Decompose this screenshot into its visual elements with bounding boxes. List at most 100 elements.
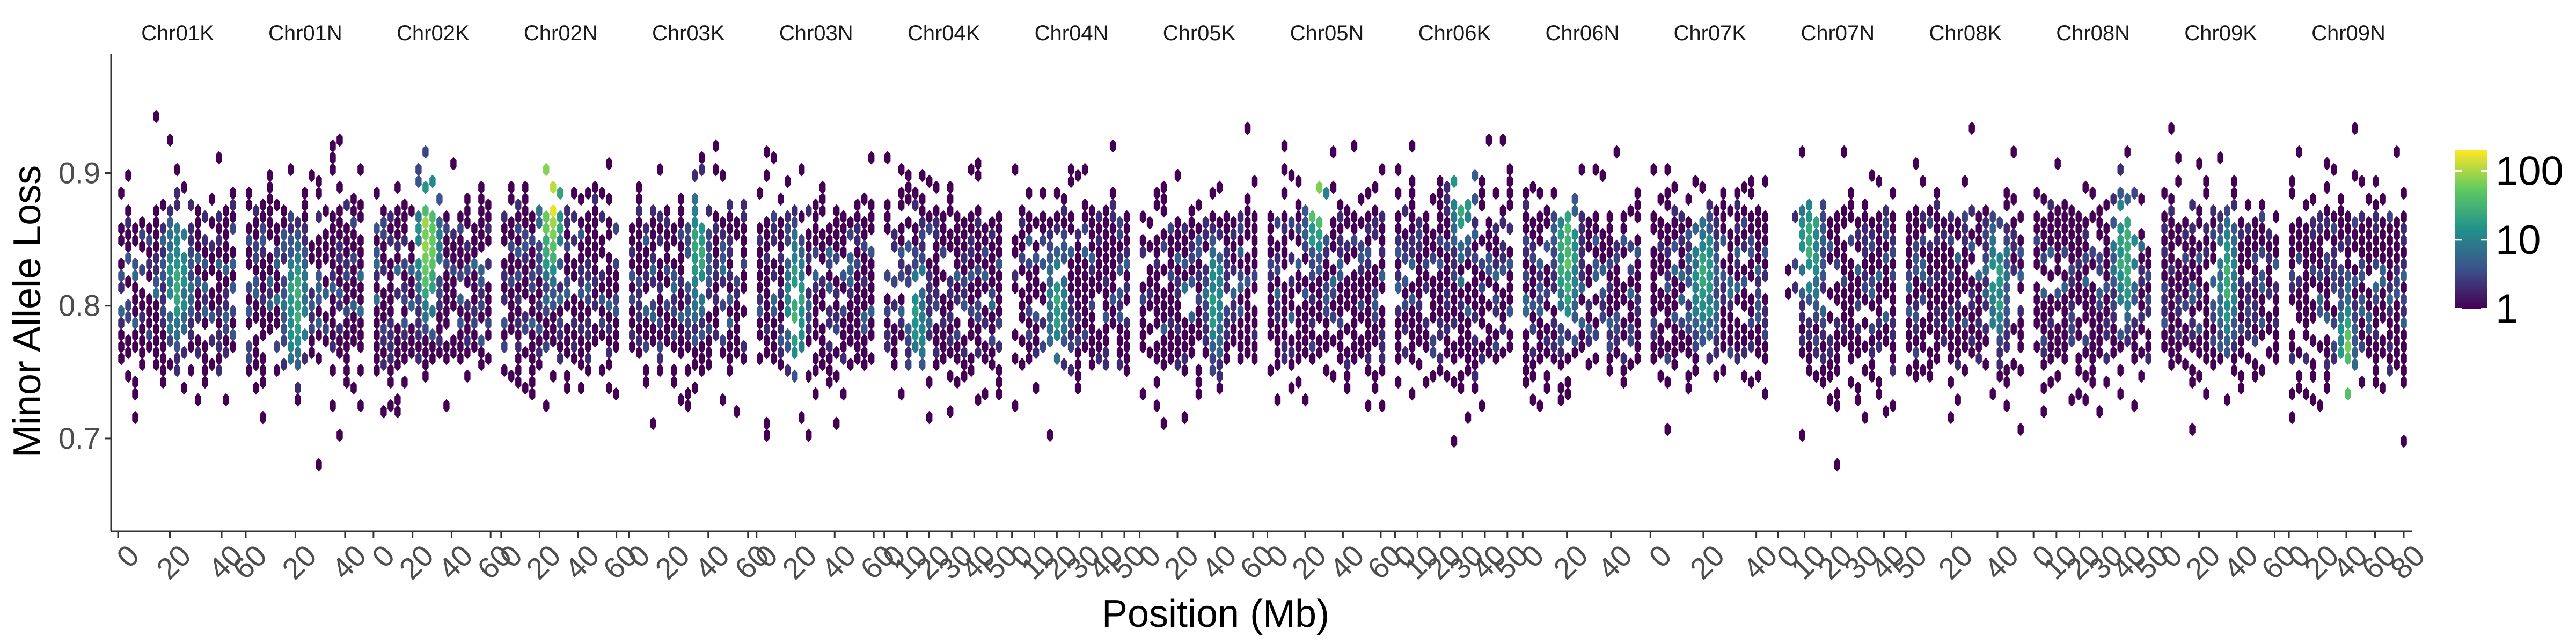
hex-cell [2331, 233, 2337, 247]
hex-cell [1281, 292, 1288, 306]
hex-cell [727, 363, 733, 377]
hex-cell [160, 292, 166, 306]
hex-cell [1188, 204, 1195, 218]
hex-cell [1869, 334, 1875, 348]
hex-cell [1088, 263, 1095, 277]
hex-cell [1167, 340, 1174, 354]
hex-cell [1876, 328, 1882, 342]
hex-cell [599, 328, 605, 342]
hex-cell [309, 346, 315, 360]
hex-cell [1237, 222, 1244, 236]
hex-cell [1748, 340, 1754, 354]
hex-cell [785, 304, 791, 318]
hex-cell [2310, 216, 2316, 230]
hex-cell [330, 210, 336, 224]
hex-cell [1026, 233, 1033, 247]
hex-cell [1571, 346, 1578, 360]
hex-cell [2131, 352, 2138, 365]
hex-cell [678, 346, 684, 360]
hex-cell [1671, 357, 1678, 371]
hex-cell [1465, 363, 1472, 377]
hex-cell [1827, 393, 1833, 407]
hex-cell [706, 263, 712, 277]
hex-cell [2359, 304, 2365, 318]
hex-cell [209, 251, 215, 265]
hex-cell [706, 334, 712, 348]
hex-cell [2003, 245, 2010, 259]
hex-cell [1123, 245, 1130, 259]
hex-cell [350, 310, 357, 324]
hex-cell [599, 233, 605, 247]
hex-cell [1913, 287, 1919, 301]
hex-cell [629, 316, 635, 330]
hex-cell [1139, 281, 1146, 295]
hex-cell [1664, 245, 1671, 259]
hex-cell [578, 251, 584, 265]
hex-cell [2033, 292, 2040, 306]
hex-cell [316, 186, 322, 200]
hex-cell [1251, 245, 1258, 259]
hex-cell [387, 340, 394, 354]
hex-cell [350, 381, 357, 395]
hex-cell [2324, 298, 2330, 312]
hex-cell [1741, 346, 1747, 360]
hex-cell [1012, 328, 1019, 342]
hex-cell [1040, 257, 1046, 271]
hex-cell [1195, 222, 1202, 236]
hex-cell [1578, 210, 1585, 224]
hex-cell [1975, 269, 1982, 283]
hex-cell [343, 316, 350, 330]
hex-cell [1883, 322, 1889, 336]
hex-cell [1160, 298, 1167, 312]
hex-cell [2189, 316, 2196, 330]
hex-cell [2366, 287, 2372, 301]
hex-cell [2110, 275, 2117, 289]
hex-cell [515, 375, 522, 389]
hex-cell [302, 269, 308, 283]
hex-cell [954, 233, 961, 247]
hex-cell [2124, 310, 2131, 324]
hex-cell [606, 251, 612, 265]
hex-cell [2224, 346, 2230, 360]
hex-cell [1650, 269, 1657, 283]
hex-cell [146, 257, 152, 271]
hex-cell [1813, 287, 1819, 301]
hex-cell [2231, 174, 2237, 188]
hex-cell [543, 399, 550, 413]
hex-cell [799, 257, 805, 271]
hex-cell [1869, 287, 1875, 301]
hex-cell [1699, 228, 1706, 241]
hex-cell [1599, 298, 1606, 312]
hex-cell [288, 269, 294, 283]
hex-cell [1181, 257, 1188, 271]
hex-cell [2017, 363, 2024, 377]
hex-cell [613, 316, 619, 330]
hex-cell [1046, 428, 1053, 442]
hex-cell [2089, 363, 2096, 377]
hex-cell [1046, 263, 1053, 277]
hex-cell [174, 352, 180, 365]
hex-cell [1344, 251, 1351, 265]
hex-cell [436, 298, 443, 312]
hex-cell [436, 334, 443, 348]
hex-cell [1409, 174, 1416, 188]
hex-cell [508, 263, 515, 277]
hex-cell [1536, 281, 1543, 295]
hex-cell [1890, 340, 1896, 354]
hex-cell [2047, 340, 2054, 354]
hex-cell [1906, 316, 1912, 330]
hex-cell [799, 340, 805, 354]
hex-cell [2196, 322, 2202, 336]
hex-cell [1139, 304, 1146, 318]
hex-cell [1195, 257, 1202, 271]
hex-cell [792, 275, 798, 289]
hex-cell [1841, 287, 1847, 301]
hex-cell [429, 174, 436, 188]
hex-cell [578, 357, 584, 371]
hex-cell [1302, 216, 1309, 230]
hex-cell [2124, 322, 2131, 336]
hex-cell [989, 216, 996, 230]
hex-cell [316, 304, 322, 318]
hex-cell [854, 352, 861, 365]
hex-cell [1585, 322, 1592, 336]
